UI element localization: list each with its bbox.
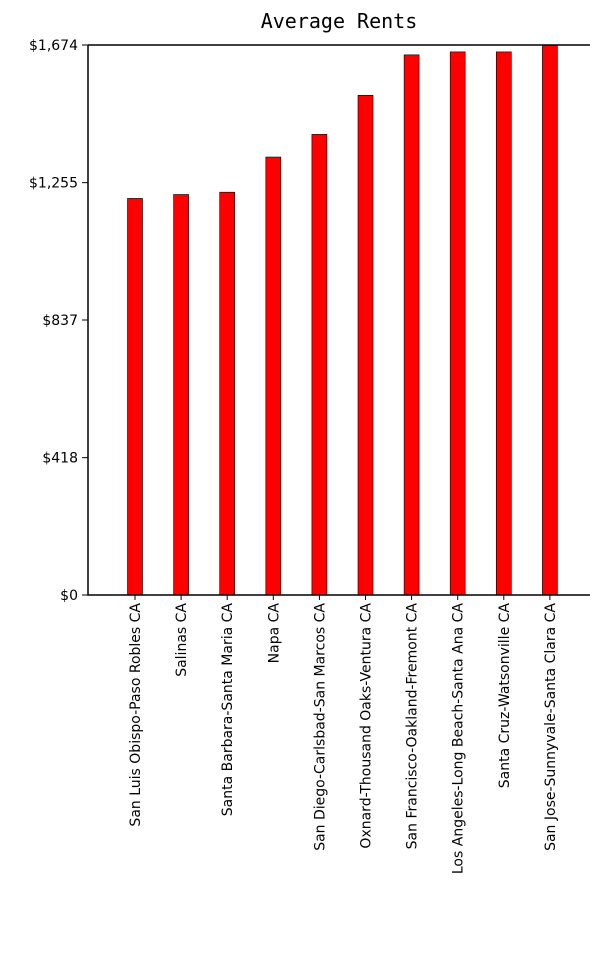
bars-group bbox=[127, 44, 558, 596]
bar bbox=[542, 44, 558, 596]
bar bbox=[495, 51, 512, 596]
x-tick-label: San Francisco-Oakland-Fremont CA bbox=[405, 603, 421, 850]
x-tick-label: Santa Barbara-Santa Maria CA bbox=[220, 603, 236, 817]
bar bbox=[449, 51, 466, 596]
x-tick-label: Oxnard-Thousand Oaks-Ventura CA bbox=[359, 603, 375, 849]
y-tick-label: $1,255 bbox=[29, 176, 78, 192]
chart-title: Average Rents bbox=[261, 9, 418, 33]
x-tick-label: Los Angeles-Long Beach-Santa Ana CA bbox=[451, 603, 467, 875]
x-axis: San Luis Obispo-Paso Robles CA Salinas CA… bbox=[128, 595, 559, 874]
x-tick-label: Napa CA bbox=[266, 603, 282, 664]
bar bbox=[403, 54, 420, 596]
bar bbox=[265, 156, 282, 596]
axis-lines bbox=[87, 45, 590, 596]
x-tick-label: San Diego-Carlsbad-San Marcos CA bbox=[312, 603, 328, 851]
x-tick-label: San Jose-Sunnyvale-Santa Clara CA bbox=[543, 603, 559, 851]
bar bbox=[127, 198, 143, 596]
bar bbox=[173, 194, 189, 596]
y-tick-label: $1,674 bbox=[29, 38, 78, 54]
y-tick-label: $837 bbox=[42, 313, 78, 329]
bar bbox=[357, 94, 374, 596]
y-tick-label: $0 bbox=[60, 588, 78, 604]
bar bbox=[311, 134, 328, 596]
x-tick-label: San Luis Obispo-Paso Robles CA bbox=[128, 603, 144, 827]
y-tick-label: $418 bbox=[42, 451, 78, 467]
y-axis: $0 $418 $837 $1,255 $1,674 bbox=[29, 38, 590, 604]
x-tick-label: Santa Cruz-Watsonville CA bbox=[497, 603, 513, 789]
x-tick-label: Salinas CA bbox=[174, 603, 190, 677]
bar bbox=[219, 191, 235, 596]
